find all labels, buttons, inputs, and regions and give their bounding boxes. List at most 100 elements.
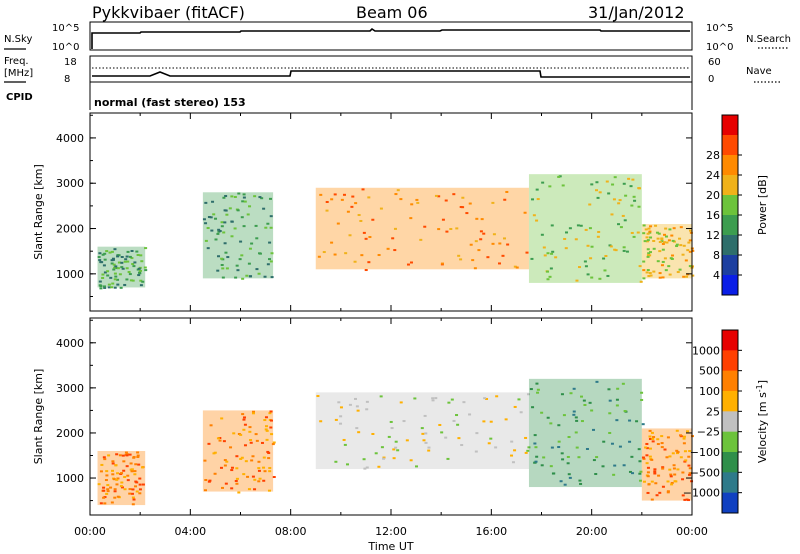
velocity-echo-pixel bbox=[513, 449, 517, 452]
velocity-echo-pixel bbox=[651, 440, 655, 443]
velocity-echo-pixel bbox=[682, 437, 686, 440]
power-echo-pixel bbox=[140, 260, 144, 263]
velocity-echo-pixel bbox=[645, 462, 649, 465]
power-echo-pixel bbox=[691, 274, 695, 277]
velocity-echo-pixel bbox=[126, 479, 130, 482]
velocity-echo-pixel bbox=[251, 455, 255, 458]
power-echo-pixel bbox=[477, 249, 481, 252]
velocity-echo-pixel bbox=[615, 419, 619, 422]
velocity-echo-pixel bbox=[116, 472, 120, 475]
velocity-echo-pixel bbox=[354, 397, 358, 400]
power-echo-pixel bbox=[622, 246, 626, 249]
velocity-echo-pixel bbox=[630, 455, 634, 458]
power-echo-pixel bbox=[658, 241, 662, 244]
velocity-echo-pixel bbox=[252, 410, 256, 413]
power-echo-pixel bbox=[367, 261, 371, 264]
power-echo-pixel bbox=[482, 232, 486, 235]
power-echo-pixel bbox=[619, 226, 623, 229]
power-echo-pixel bbox=[449, 228, 453, 231]
velocity-echo-pixel bbox=[232, 432, 236, 435]
power-echo-pixel bbox=[103, 271, 107, 274]
power-echo-pixel bbox=[623, 219, 627, 222]
velocity-echo-pixel bbox=[628, 470, 632, 473]
velocity-echo-pixel bbox=[646, 491, 650, 494]
velocity-echo-pixel bbox=[255, 439, 259, 442]
power-echo-pixel bbox=[121, 267, 125, 270]
power-echo-pixel bbox=[127, 271, 131, 274]
velocity-echo-pixel bbox=[112, 478, 116, 481]
power-echo-pixel bbox=[226, 256, 230, 259]
velocity-echo-pixel bbox=[482, 420, 486, 423]
power-echo-pixel bbox=[609, 245, 613, 248]
power-echo-pixel bbox=[645, 240, 649, 243]
power-echo-pixel bbox=[109, 276, 113, 279]
velocity-echo-pixel bbox=[242, 418, 246, 421]
velocity-echo-pixel bbox=[672, 464, 676, 467]
power-echo-pixel bbox=[125, 267, 129, 270]
velocity-echo-pixel bbox=[272, 441, 276, 444]
velocity-echo-pixel bbox=[365, 466, 369, 469]
velocity-echo-pixel bbox=[535, 455, 539, 458]
velocity-echo-pixel bbox=[365, 400, 369, 403]
velocity-echo-pixel bbox=[230, 469, 234, 472]
power-echo-pixel bbox=[234, 276, 238, 279]
velocity-xtick-label: 04:00 bbox=[174, 525, 206, 538]
velocity-echo-pixel bbox=[424, 441, 428, 444]
velocity-echo-pixel bbox=[377, 465, 381, 468]
power-echo-pixel bbox=[660, 238, 664, 241]
velocity-echo-pixel bbox=[267, 457, 271, 460]
velocity-echo-pixel bbox=[666, 436, 670, 439]
velocity-colorbar-tick-label: −100 bbox=[690, 446, 720, 459]
power-echo-pixel bbox=[498, 262, 502, 265]
power-echo-pixel bbox=[612, 198, 616, 201]
power-echo-pixel bbox=[409, 217, 413, 220]
power-echo-pixel bbox=[455, 227, 459, 230]
power-echo-pixel bbox=[688, 239, 692, 242]
velocity-echo-pixel bbox=[116, 477, 120, 480]
power-echo-pixel bbox=[131, 263, 135, 266]
power-echo-pixel bbox=[221, 267, 225, 270]
velocity-echo-pixel bbox=[257, 467, 261, 470]
power-echo-pixel bbox=[210, 229, 214, 232]
power-echo-pixel bbox=[557, 175, 561, 178]
velocity-echo-pixel bbox=[220, 417, 224, 420]
velocity-echo-pixel bbox=[130, 470, 134, 473]
power-echo-pixel bbox=[644, 228, 648, 231]
velocity-echo-pixel bbox=[216, 437, 220, 440]
velocity-echo-pixel bbox=[257, 460, 261, 463]
power-echo-pixel bbox=[415, 198, 419, 201]
power-echo-pixel bbox=[646, 248, 650, 251]
velocity-echo-pixel bbox=[203, 459, 207, 462]
velocity-echo-pixel bbox=[661, 467, 665, 470]
velocity-colorbar-segment bbox=[722, 330, 738, 351]
power-echo-pixel bbox=[498, 242, 502, 245]
power-echo-pixel bbox=[214, 217, 218, 220]
power-echo-pixel bbox=[330, 241, 334, 244]
velocity-echo-pixel bbox=[504, 418, 508, 421]
velocity-echo-pixel bbox=[263, 470, 267, 473]
velocity-colorbar-segment bbox=[722, 492, 738, 514]
velocity-echo-pixel bbox=[128, 492, 132, 495]
velocity-echo-pixel bbox=[213, 472, 217, 475]
power-echo-pixel bbox=[621, 214, 625, 217]
power-echo-pixel bbox=[647, 252, 651, 255]
velocity-echo-pixel bbox=[114, 464, 118, 467]
velocity-echo-pixel bbox=[669, 475, 673, 478]
velocity-echo-pixel bbox=[534, 460, 538, 463]
velocity-echo-pixel bbox=[660, 435, 664, 438]
power-echo-pixel bbox=[598, 277, 602, 280]
power-ylabel: Slant Range [km] bbox=[32, 164, 45, 260]
power-echo-pixel bbox=[561, 184, 565, 187]
power-echo-pixel bbox=[333, 193, 337, 196]
power-echo-pixel bbox=[100, 261, 104, 264]
power-echo-pixel bbox=[648, 251, 652, 254]
power-echo-pixel bbox=[664, 227, 668, 230]
velocity-echo-pixel bbox=[468, 413, 472, 416]
velocity-echo-pixel bbox=[641, 456, 645, 459]
velocity-echo-pixel bbox=[685, 430, 689, 433]
velocity-echo-pixel bbox=[572, 410, 576, 413]
power-echo-pixel bbox=[204, 222, 208, 225]
velocity-echo-pixel bbox=[534, 446, 538, 449]
power-echo-region bbox=[315, 187, 529, 270]
velocity-colorbar-segment bbox=[722, 431, 738, 453]
